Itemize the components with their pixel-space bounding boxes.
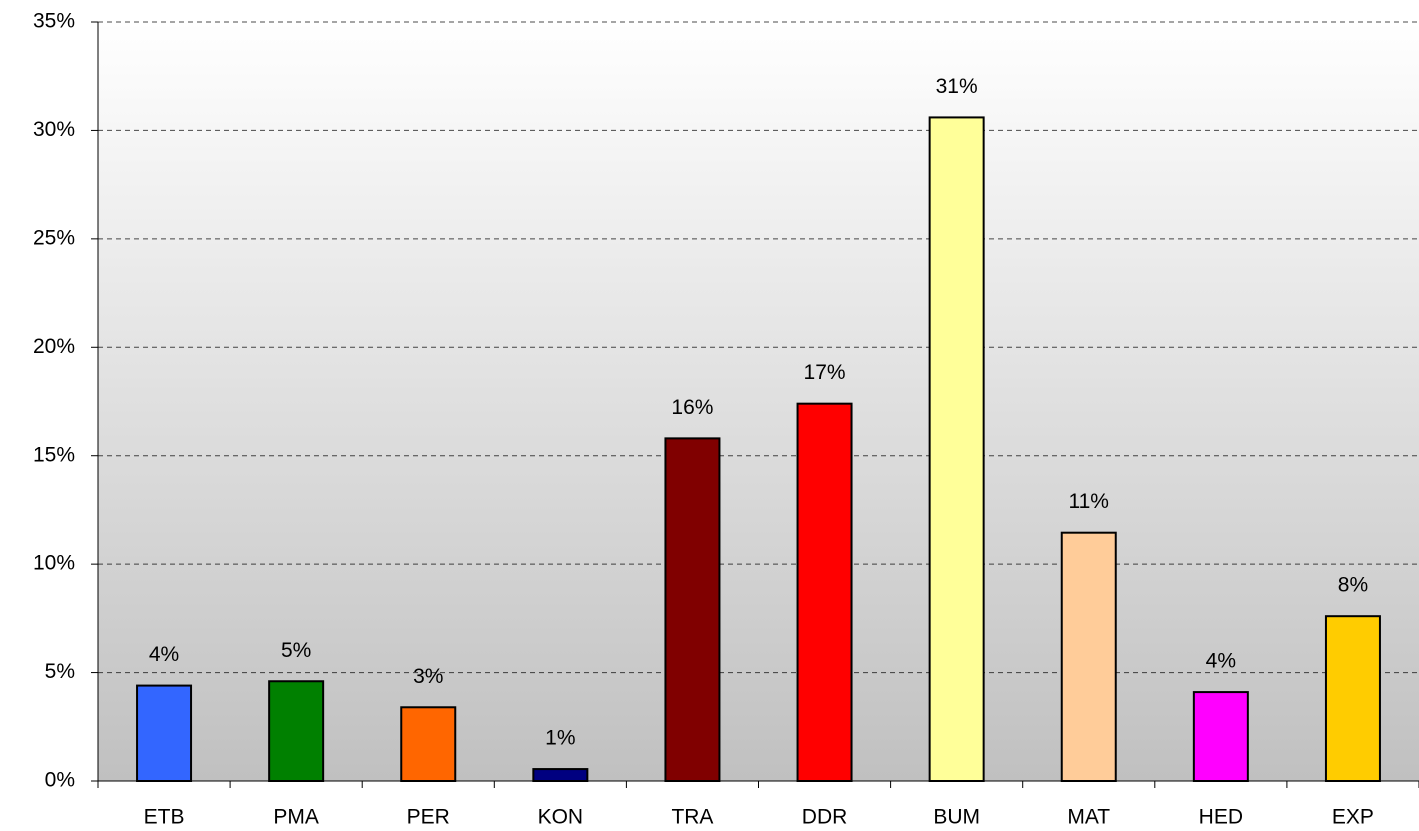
data-label: 3% xyxy=(413,665,443,688)
x-tick-label: DDR xyxy=(802,806,848,829)
bar xyxy=(268,680,325,783)
y-tick-label: 30% xyxy=(33,118,75,141)
bar xyxy=(1192,691,1249,782)
x-tick-label: BUM xyxy=(933,806,980,829)
x-tick-label: ETB xyxy=(144,806,185,829)
data-label: 4% xyxy=(149,643,179,666)
y-tick-label: 10% xyxy=(33,552,75,575)
bar xyxy=(400,706,457,782)
x-tick-label: MAT xyxy=(1067,806,1110,829)
bar xyxy=(1060,531,1117,782)
y-tick-label: 25% xyxy=(33,226,75,249)
data-label: 1% xyxy=(545,727,575,750)
x-tick-label: PMA xyxy=(273,806,319,829)
x-tick-label: KON xyxy=(538,806,584,829)
x-tick-label: PER xyxy=(407,806,450,829)
bar xyxy=(532,768,589,783)
x-tick-label: EXP xyxy=(1332,806,1374,829)
x-tick-label: TRA xyxy=(671,806,713,829)
y-tick-label: 20% xyxy=(33,335,75,358)
bar xyxy=(796,402,853,782)
data-label: 5% xyxy=(281,639,311,662)
data-label: 11% xyxy=(1069,490,1109,513)
data-label: 16% xyxy=(671,396,713,419)
x-tick-label: HED xyxy=(1199,806,1243,829)
y-tick-label: 5% xyxy=(45,660,75,683)
y-tick-label: 15% xyxy=(33,443,75,466)
y-tick-label: 0% xyxy=(45,769,75,792)
data-label: 8% xyxy=(1338,574,1368,597)
plot-area xyxy=(98,22,1419,781)
data-label: 31% xyxy=(936,75,978,98)
bar xyxy=(136,684,193,783)
bar xyxy=(928,116,985,783)
data-label: 4% xyxy=(1206,650,1236,673)
bar xyxy=(1324,615,1381,783)
y-tick-label: 35% xyxy=(33,10,75,33)
bar xyxy=(664,437,721,782)
data-label: 17% xyxy=(804,361,846,384)
